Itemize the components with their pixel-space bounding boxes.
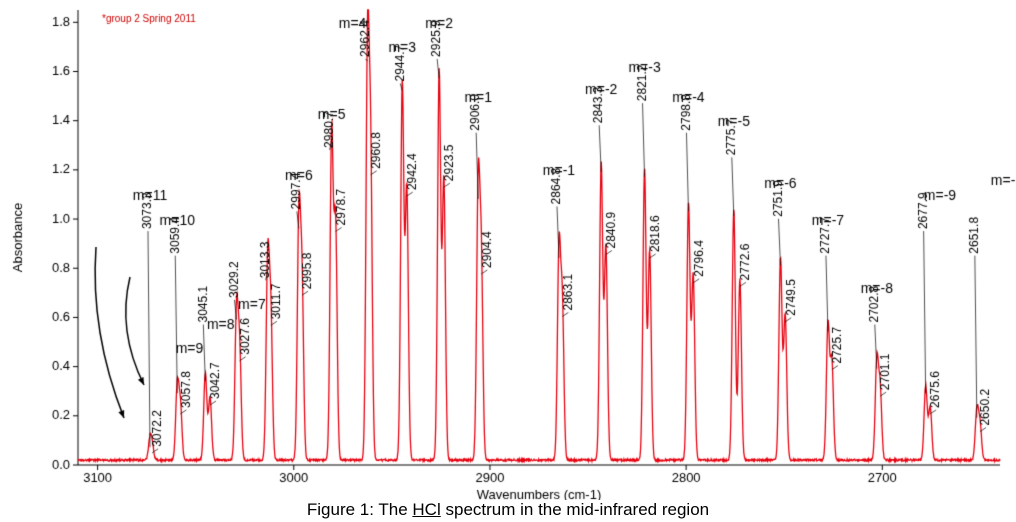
figure-container: Figure 1: The HCl spectrum in the mid-in… [0, 0, 1016, 522]
figure-caption: Figure 1: The HCl spectrum in the mid-in… [0, 500, 1016, 520]
spectrum-canvas [0, 0, 1016, 500]
caption-suffix: spectrum in the mid-infrared region [445, 500, 709, 519]
caption-prefix: Figure 1: The [307, 500, 413, 519]
caption-hcl: HCl [412, 500, 440, 519]
